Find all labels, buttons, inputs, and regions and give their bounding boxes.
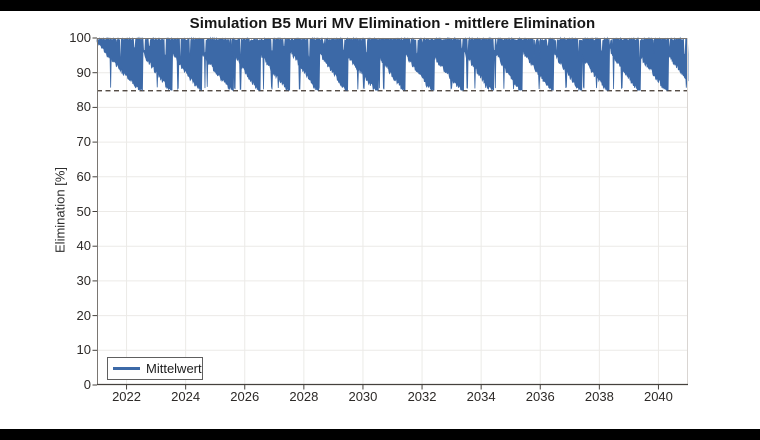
- x-tick-label: 2036: [525, 389, 555, 404]
- x-tick-label: 2030: [348, 389, 378, 404]
- y-tick-label: 10: [76, 342, 91, 358]
- x-tick-label: 2028: [289, 389, 319, 404]
- x-tick-label: 2026: [230, 389, 260, 404]
- legend-line-swatch: [113, 367, 140, 370]
- y-tick-label: 60: [76, 168, 91, 184]
- chart-title: Simulation B5 Muri MV Elimination - mitt…: [189, 15, 596, 32]
- y-tick-label: 70: [76, 134, 91, 150]
- y-tick-label: 50: [76, 203, 91, 219]
- letterbox-bottom: [0, 429, 760, 440]
- y-tick-label: 0: [83, 377, 91, 392]
- plot-area: [92, 36, 689, 390]
- y-tick-label: 20: [76, 307, 91, 323]
- x-tick-label: 2038: [584, 389, 614, 404]
- axis-ticks: [92, 37, 659, 390]
- figure-canvas: Simulation B5 Muri MV Elimination - mitt…: [0, 11, 760, 429]
- legend-label: Mittelwert: [146, 361, 202, 376]
- y-tick-label: 90: [76, 64, 91, 80]
- plot-border: [97, 38, 688, 386]
- y-tick-label: 80: [76, 99, 91, 115]
- y-tick-label: 40: [76, 238, 91, 254]
- x-tick-label: 2022: [112, 389, 141, 404]
- x-tick-label: 2032: [407, 389, 437, 404]
- grid-lines: [97, 38, 688, 385]
- y-tick-label: 100: [69, 30, 91, 45]
- x-tick-label: 2040: [643, 389, 673, 404]
- x-tick-label: 2034: [466, 389, 496, 404]
- legend: Mittelwert: [107, 357, 203, 380]
- letterbox-top: [0, 0, 760, 11]
- x-tick-label: 2024: [171, 389, 201, 404]
- y-tick-label: 30: [76, 272, 91, 288]
